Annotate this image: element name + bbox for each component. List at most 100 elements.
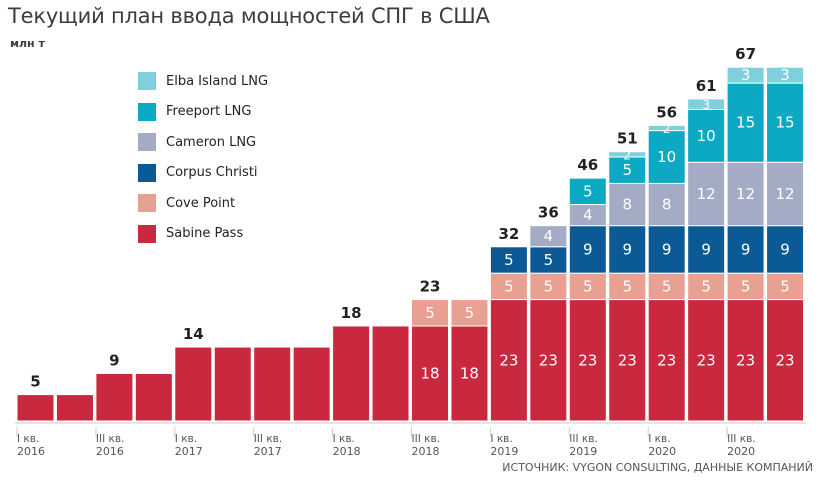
legend-swatch [138, 102, 156, 121]
bar-segment [16, 394, 55, 422]
source-note: ИСТОЧНИК: VYGON CONSULTING, ДАННЫЕ КОМПА… [502, 461, 813, 474]
bar-segment-label: 4 [583, 206, 593, 224]
x-axis-tick-label: I кв. [333, 433, 355, 445]
bar-total-label: 36 [538, 204, 559, 222]
x-axis-tick-label: I кв. [175, 433, 197, 445]
bar-segment-label: 3 [741, 66, 751, 84]
legend-swatch [138, 163, 156, 182]
bar-segment-label: 23 [618, 351, 637, 369]
bar-segment [647, 182, 686, 227]
x-axis-tick-label: 2019 [490, 445, 518, 458]
bar-segment-label: 12 [776, 185, 795, 203]
legend-label: Cameron LNG [166, 134, 257, 150]
bar-segment-label: 10 [697, 127, 716, 145]
bar-segment-label: 5 [465, 304, 475, 322]
bar-segment-label: 9 [701, 240, 711, 258]
bar-segment-label: 23 [776, 351, 795, 369]
bar-total-label: 67 [735, 45, 756, 63]
bar-segment-label: 5 [622, 277, 632, 295]
bar-segment [766, 82, 805, 163]
bar-segment-label: 12 [697, 185, 716, 203]
bar-segment [568, 272, 607, 301]
bar-total-label: 18 [341, 304, 362, 322]
bar-total-label: 61 [696, 77, 717, 95]
x-axis-tick-label: 2016 [96, 445, 124, 458]
x-axis-tick-label: I кв. [490, 433, 512, 445]
bar-total-label: 9 [109, 351, 119, 369]
bar-segment [529, 225, 568, 248]
bar-segment-label: 3 [780, 66, 790, 84]
x-axis-tick-label: 2019 [569, 445, 597, 458]
bar-segment [687, 225, 726, 274]
x-axis-tick-label: 2017 [254, 445, 282, 458]
bar-segment-label: 10 [657, 148, 676, 166]
bar-segment [766, 161, 805, 227]
bar-segment-label: 23 [539, 351, 558, 369]
bar-segment [411, 299, 449, 327]
bar-segment-label: 15 [776, 114, 795, 132]
bar-segment-label: 18 [420, 364, 439, 382]
bar-segment [134, 372, 173, 422]
bar-segment [726, 66, 765, 84]
legend-item: Elba Island LNG [138, 66, 268, 97]
legend-label: Corpus Christi [166, 165, 258, 181]
bar-segment-label: 23 [657, 351, 676, 369]
unit-label: млн т [10, 37, 45, 50]
bar-segment [687, 272, 726, 301]
bar-segment [529, 246, 568, 274]
bar-segment [647, 124, 686, 132]
x-axis-tick-label: 2016 [17, 445, 45, 458]
bar-segment [292, 346, 331, 422]
legend-label: Freeport LNG [166, 104, 252, 120]
bar-segment [95, 372, 134, 422]
bar-segment [489, 272, 528, 301]
legend-item: Corpus Christi [138, 158, 268, 189]
bar-segment [174, 346, 213, 422]
x-axis-tick-label: 2018 [333, 445, 361, 458]
bar-segment-label: 9 [741, 240, 751, 258]
bar-total-label: 14 [183, 325, 204, 343]
x-axis-tick-label: III кв. [96, 433, 125, 445]
bar-segment-label: 9 [780, 240, 790, 258]
bar-segment [608, 151, 647, 158]
bar-segment [726, 82, 765, 163]
x-axis-tick-label: III кв. [727, 433, 756, 445]
bar-segment-label: 2 [623, 148, 631, 162]
x-axis-tick-label: III кв. [412, 433, 441, 445]
bar-segment [608, 299, 647, 422]
bar-segment [726, 161, 765, 227]
bar-segment-label: 5 [583, 277, 593, 295]
bar-segment [608, 182, 647, 227]
bar-total-label: 23 [420, 278, 441, 296]
legend-swatch [138, 224, 156, 243]
bar-segment-label: 5 [780, 277, 790, 295]
x-axis-tick-label: I кв. [648, 433, 670, 445]
bar-segment-label: 23 [499, 351, 518, 369]
bar-segment-label: 23 [736, 351, 755, 369]
bar-segment [332, 325, 371, 422]
legend-swatch [138, 133, 156, 152]
bar-total-label: 51 [617, 130, 638, 148]
bar-segment [726, 299, 765, 422]
legend-item: Freeport LNG [138, 97, 268, 128]
bar-segment [647, 225, 686, 274]
bar-segment [687, 98, 726, 110]
x-axis-tick-label: 2018 [412, 445, 440, 458]
bar-segment [55, 394, 94, 422]
bar-segment-label: 5 [425, 304, 435, 322]
bar-segment [766, 299, 805, 422]
bar-segment-label: 18 [460, 364, 479, 382]
bar-total-label: 32 [498, 225, 519, 243]
bar-segment [687, 161, 726, 227]
bar-segment [766, 225, 805, 274]
bar-segment [489, 299, 528, 422]
bar-segment [766, 272, 805, 301]
chart-title: Текущий план ввода мощностей СПГ в США [8, 4, 490, 28]
legend-label: Cove Point [166, 195, 236, 211]
bar-segment [766, 66, 805, 84]
legend-item: Sabine Pass [138, 219, 268, 250]
x-axis-tick-label: 2017 [175, 445, 203, 458]
legend-label: Elba Island LNG [166, 73, 269, 89]
bar-segment-label: 15 [736, 114, 755, 132]
